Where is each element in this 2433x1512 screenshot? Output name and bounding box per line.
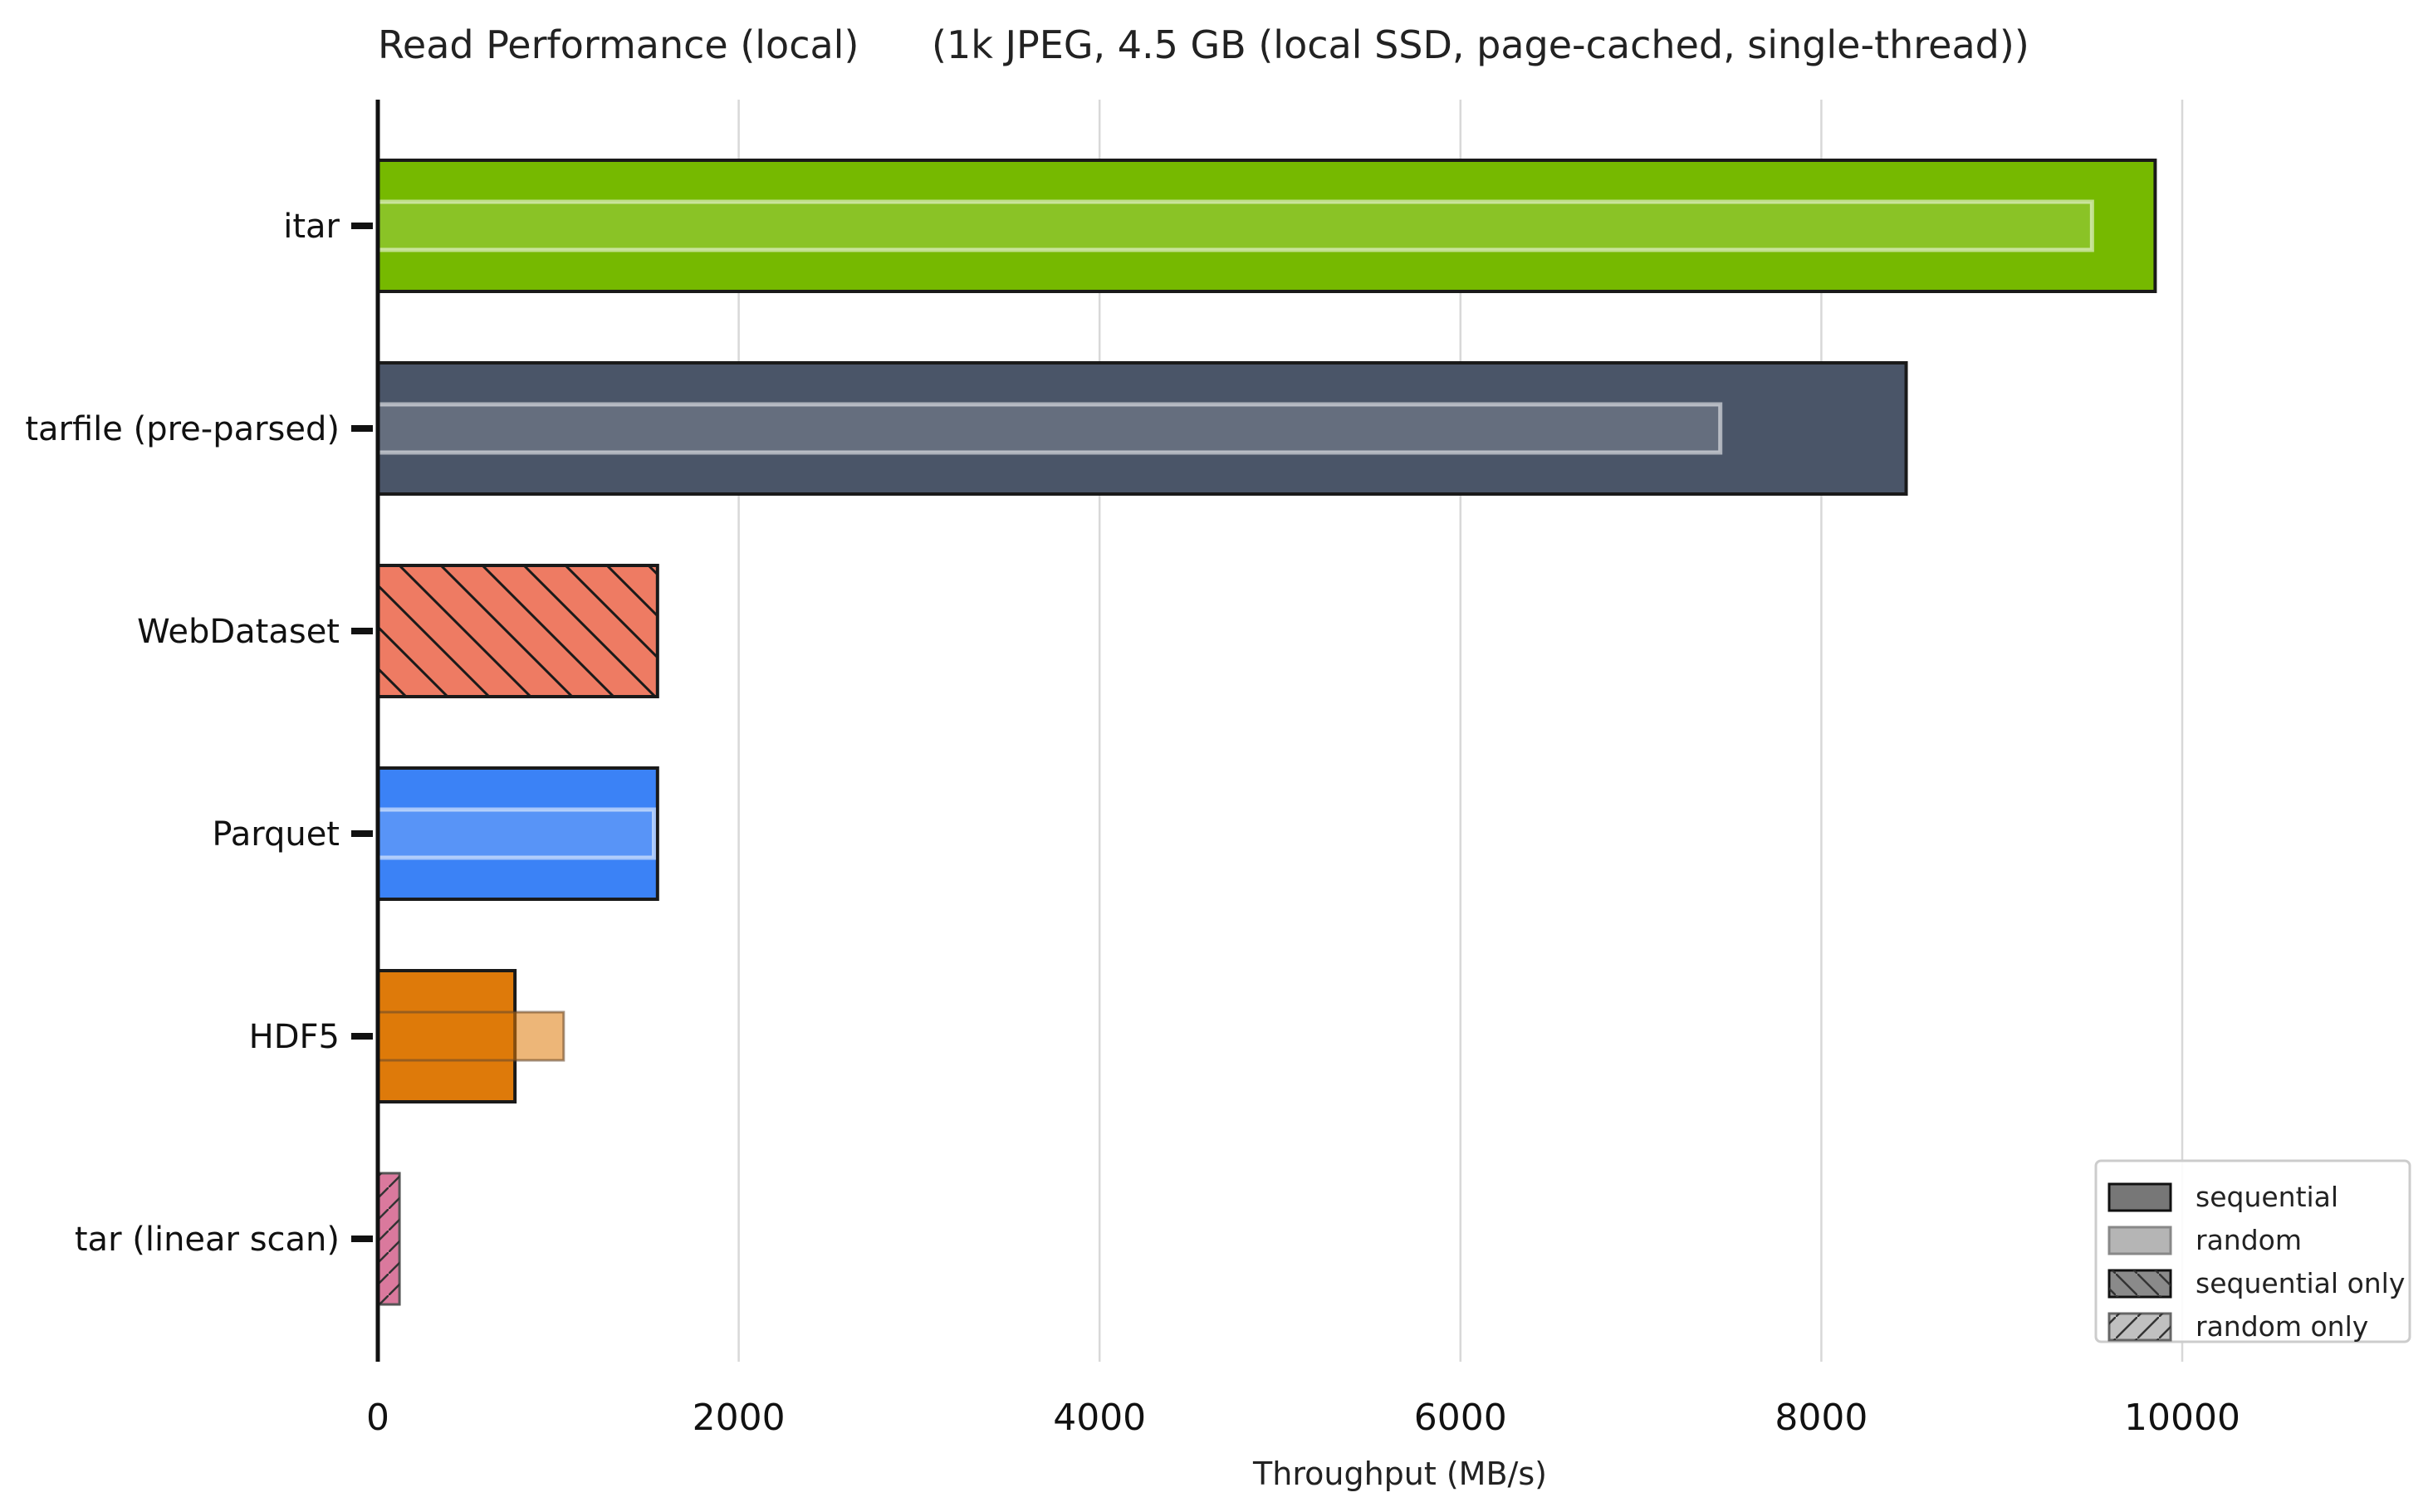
bar-random-parquet (375, 807, 656, 860)
legend-swatch-sequential (2107, 1182, 2172, 1212)
chart-subtitle: (1k JPEG, 4.5 GB (local SSD, page-cached… (932, 22, 2029, 67)
bars (375, 159, 2157, 1306)
category-label-tar-linear-scan: tar (linear scan) (75, 1221, 340, 1259)
bar-hatch-tar-linear-scan (378, 1173, 400, 1304)
bar-random-tarfile-pre-parsed (375, 402, 1723, 455)
category-label-parquet: Parquet (212, 815, 340, 854)
legend-swatch-hatch-random-only (2109, 1314, 2171, 1340)
bar-hatch-webdataset (378, 565, 658, 697)
bar-sequential-parquet (376, 766, 659, 901)
x-tick-label-10000: 10000 (2124, 1397, 2240, 1439)
legend-swatch-hatch-sequential-only (2109, 1270, 2171, 1297)
category-label-itar: itar (283, 208, 340, 246)
x-tick-label-2000: 2000 (693, 1397, 786, 1439)
bar-sequential-itar (376, 159, 2157, 293)
x-tick-label-0: 0 (366, 1397, 389, 1439)
legend: sequential random sequential only random on… (2094, 1159, 2411, 1343)
gridlines (737, 100, 2184, 1362)
x-tick-label-8000: 8000 (1775, 1397, 1868, 1439)
chart-title: Read Performance (local) (378, 22, 859, 67)
legend-label-random: random (2196, 1224, 2302, 1256)
category-label-hdf5: HDF5 (249, 1018, 340, 1056)
legend-swatch-random (2107, 1226, 2172, 1255)
x-tick-label-4000: 4000 (1053, 1397, 1146, 1439)
legend-label-random-only: random only (2196, 1310, 2368, 1343)
legend-frame (2094, 1159, 2411, 1343)
category-label-tarfile-pre-parsed: tarfile (pre-parsed) (25, 410, 340, 448)
bar-random-hdf5 (376, 1010, 565, 1062)
bar-random-itar (375, 199, 2094, 252)
x-axis-label: Throughput (MB/s) (1252, 1456, 1547, 1492)
axes: 0 2000 4000 6000 8000 10000 itar tarfile (pre-p… (25, 100, 2240, 1439)
legend-label-sequential-only: sequential only (2196, 1267, 2405, 1299)
x-tick-label-6000: 6000 (1414, 1397, 1507, 1439)
category-label-webdataset: WebDataset (137, 613, 340, 651)
legend-label-sequential: sequential (2196, 1181, 2338, 1213)
